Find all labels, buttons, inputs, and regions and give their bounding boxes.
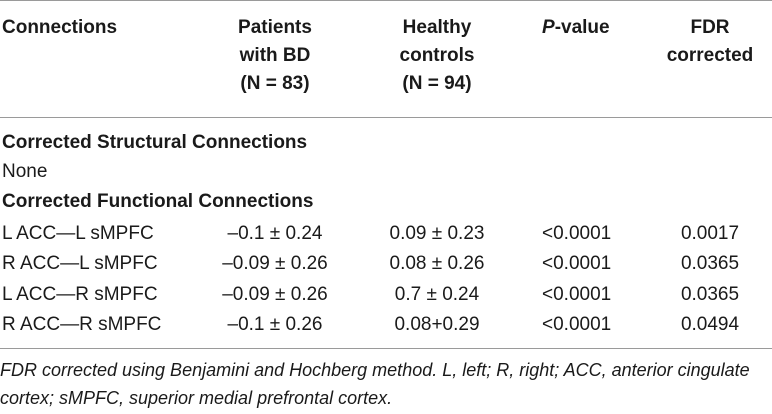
table-top-rule [0,0,772,1]
header-fdr: FDR corrected [650,14,770,70]
row-controls: 0.08+0.29 [394,314,480,335]
header-pvalue-rest: -value [554,17,610,38]
table-bottom-rule [0,348,772,349]
row-pvalue: <0.0001 [542,314,612,335]
row-fdr: 0.0017 [680,223,740,244]
header-patients-line1: Patients [238,17,312,38]
header-patients-line2: with BD [239,45,311,66]
table-footnote: FDR corrected using Benjamini and Hochbe… [0,360,750,408]
row-connection: L ACC—R sMPFC [2,284,158,305]
row-connection: L ACC—L sMPFC [2,223,154,244]
row-fdr: 0.0494 [680,314,740,335]
header-pvalue: P-value [542,14,610,42]
row-fdr: 0.0365 [680,284,740,305]
row-patients: –0.1 ± 0.24 [227,223,323,244]
header-patients-line3: (N = 83) [240,73,310,94]
row-pvalue: <0.0001 [542,253,612,274]
row-controls: 0.7 ± 0.24 [394,284,480,305]
header-pvalue-p: P [542,17,555,38]
row-pvalue: <0.0001 [542,284,612,305]
row-controls: 0.09 ± 0.23 [389,223,485,244]
section-functional-title: Corrected Functional Connections [2,191,314,212]
header-controls-line2: controls [399,45,475,66]
header-fdr-line1: FDR [690,17,730,38]
header-connections: Connections [2,17,118,38]
row-patients: –0.09 ± 0.26 [222,253,328,274]
row-connection: R ACC—L sMPFC [2,253,158,274]
row-patients: –0.09 ± 0.26 [222,284,328,305]
header-fdr-line2: corrected [666,45,754,66]
row-controls: 0.08 ± 0.26 [389,253,485,274]
row-fdr: 0.0365 [680,253,740,274]
row-patients: –0.1 ± 0.26 [227,314,323,335]
header-bottom-rule [0,117,772,118]
header-patients: Patients with BD (N = 83) [200,14,350,98]
header-controls: Healthy controls (N = 94) [362,14,512,98]
section-structural-title: Corrected Structural Connections [2,132,308,153]
header-controls-line3: (N = 94) [402,73,472,94]
row-pvalue: <0.0001 [542,223,612,244]
section-structural-none: None [2,161,48,182]
header-controls-line1: Healthy [402,17,472,38]
row-connection: R ACC—R sMPFC [2,314,162,335]
